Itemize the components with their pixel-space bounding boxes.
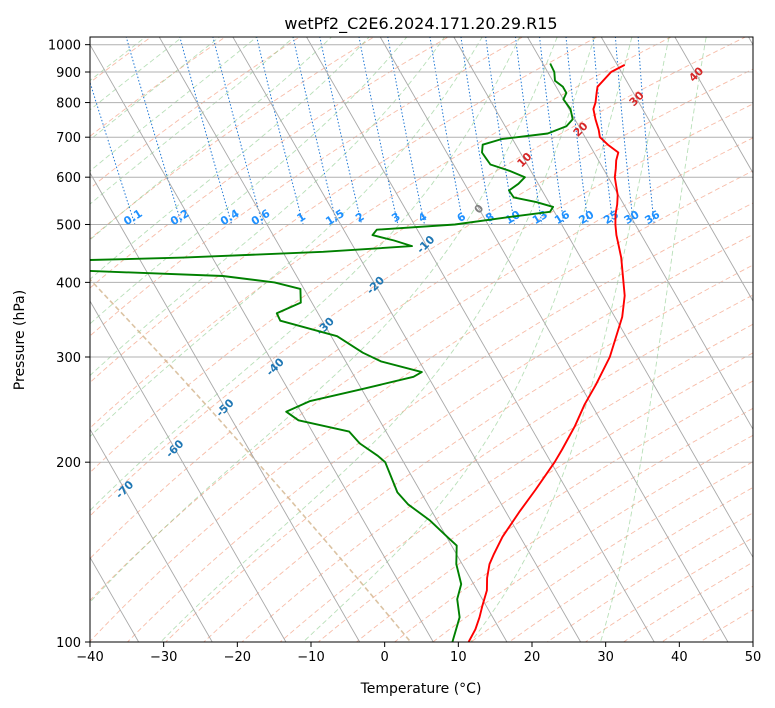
- y-tick-label: 700: [56, 131, 81, 146]
- x-tick-label: −10: [297, 650, 324, 665]
- x-tick-label: −30: [150, 650, 177, 665]
- x-tick-label: 10: [450, 650, 467, 665]
- y-tick-label: 100: [56, 636, 81, 651]
- x-tick-label: −40: [76, 650, 103, 665]
- x-tick-label: 20: [524, 650, 541, 665]
- y-tick-label: 300: [56, 351, 81, 366]
- x-tick-label: 40: [671, 650, 688, 665]
- y-tick-label: 800: [56, 97, 81, 112]
- y-tick-label: 200: [56, 456, 81, 471]
- y-tick-label: 400: [56, 276, 81, 291]
- x-tick-label: 0: [381, 650, 389, 665]
- x-tick-label: 30: [597, 650, 614, 665]
- y-tick-label: 1000: [48, 39, 81, 54]
- y-tick-label: 900: [56, 66, 81, 81]
- chart-title: wetPf2_C2E6.2024.171.20.29.R15: [284, 14, 557, 34]
- y-axis-label: Pressure (hPa): [12, 290, 28, 390]
- x-tick-label: 50: [745, 650, 762, 665]
- y-tick-label: 500: [56, 218, 81, 233]
- y-tick-label: 600: [56, 171, 81, 186]
- x-tick-label: −20: [224, 650, 251, 665]
- x-axis-label: Temperature (°C): [360, 681, 482, 697]
